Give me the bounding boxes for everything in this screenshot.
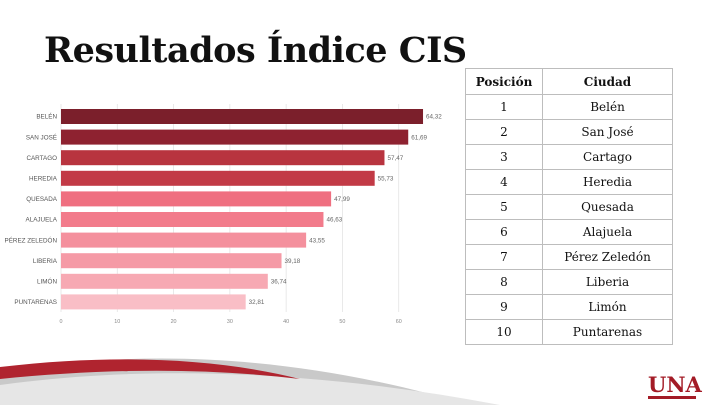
table-row: 10 Puntarenas bbox=[465, 319, 673, 345]
decorative-swoosh bbox=[0, 358, 500, 405]
table-header-row: Posición Ciudad bbox=[465, 68, 673, 95]
table-cell-position: 9 bbox=[465, 294, 543, 320]
value-label: 36,74 bbox=[271, 279, 287, 286]
bar-9 bbox=[61, 294, 246, 310]
table-cell-position: 2 bbox=[465, 119, 543, 145]
una-logo: UNA bbox=[648, 372, 702, 397]
table-cell-city: Belén bbox=[542, 94, 673, 120]
table-cell-city: San José bbox=[542, 119, 673, 145]
x-tick-label: 0 bbox=[60, 319, 63, 325]
table-cell-position: 6 bbox=[465, 219, 543, 245]
column-header-ciudad: Ciudad bbox=[542, 68, 673, 95]
table-row: 7 Pérez Zeledón bbox=[465, 244, 673, 270]
slide-title: Resultados Índice CIS bbox=[44, 30, 467, 71]
table-row: 3 Cartago bbox=[465, 144, 673, 170]
bar-6 bbox=[61, 232, 307, 248]
column-header-posicion: Posición bbox=[465, 68, 543, 95]
category-label: HEREDIA bbox=[29, 176, 58, 183]
x-tick-label: 60 bbox=[396, 319, 402, 325]
table-row: 9 Limón bbox=[465, 294, 673, 320]
table-cell-position: 3 bbox=[465, 144, 543, 170]
category-label: PÉREZ ZELEDÓN bbox=[5, 235, 58, 244]
bar-2 bbox=[61, 150, 385, 166]
x-tick-label: 20 bbox=[171, 319, 177, 325]
bar-0 bbox=[61, 109, 424, 124]
category-label: CARTAGO bbox=[26, 155, 57, 162]
table-cell-position: 5 bbox=[465, 194, 543, 220]
value-label: 61,69 bbox=[411, 134, 427, 141]
bar-8 bbox=[61, 273, 268, 289]
table-cell-city: Limón bbox=[542, 294, 673, 320]
bar-3 bbox=[61, 170, 375, 186]
table-row: 8 Liberia bbox=[465, 269, 673, 295]
category-label: BELÉN bbox=[36, 112, 57, 121]
category-label: LIMÓN bbox=[37, 277, 57, 286]
category-label: ALAJUELA bbox=[26, 217, 58, 224]
value-label: 47,99 bbox=[334, 196, 350, 203]
value-label: 39,18 bbox=[285, 258, 301, 265]
x-tick-label: 30 bbox=[227, 319, 233, 325]
table-cell-city: Pérez Zeledón bbox=[542, 244, 673, 270]
table-row: 1 Belén bbox=[465, 94, 673, 120]
table-row: 2 San José bbox=[465, 119, 673, 145]
table-cell-position: 8 bbox=[465, 269, 543, 295]
table-cell-city: Puntarenas bbox=[542, 319, 673, 345]
value-label: 64,32 bbox=[426, 114, 442, 121]
bar-7 bbox=[61, 253, 282, 269]
x-tick-label: 40 bbox=[283, 319, 289, 325]
x-tick-label: 10 bbox=[114, 319, 120, 325]
table-cell-city: Heredia bbox=[542, 169, 673, 195]
table-cell-city: Cartago bbox=[542, 144, 673, 170]
table-cell-city: Quesada bbox=[542, 194, 673, 220]
value-label: 55,73 bbox=[378, 176, 394, 183]
table-cell-city: Alajuela bbox=[542, 219, 673, 245]
category-label: QUESADA bbox=[26, 196, 58, 203]
table-cell-city: Liberia bbox=[542, 269, 673, 295]
value-label: 46,63 bbox=[326, 217, 342, 224]
table-cell-position: 10 bbox=[465, 319, 543, 345]
category-label: LIBERIA bbox=[33, 258, 58, 265]
value-label: 32,81 bbox=[249, 299, 265, 306]
table-cell-position: 1 bbox=[465, 94, 543, 120]
value-label: 43,55 bbox=[309, 237, 325, 244]
table-cell-position: 4 bbox=[465, 169, 543, 195]
category-label: SAN JOSÉ bbox=[26, 132, 57, 141]
bar-4 bbox=[61, 191, 332, 207]
table-row: 4 Heredia bbox=[465, 169, 673, 195]
category-label: PUNTARENAS bbox=[14, 299, 57, 306]
bar-5 bbox=[61, 212, 324, 227]
table-cell-position: 7 bbox=[465, 244, 543, 270]
ranking-table: Posición Ciudad 1 Belén 2 San José 3 Cartag… bbox=[465, 68, 673, 345]
table-row: 6 Alajuela bbox=[465, 219, 673, 245]
bar-1 bbox=[61, 129, 409, 145]
x-tick-label: 50 bbox=[339, 319, 345, 325]
bar-chart: 0 10 20 30 40 50 60 BELÉN 64,32 SAN JOSÉ 61,69 CART… bbox=[5, 104, 442, 325]
table-row: 5 Quesada bbox=[465, 194, 673, 220]
swoosh-red-band bbox=[0, 359, 300, 379]
logo-underline bbox=[648, 396, 696, 399]
swoosh-light-band bbox=[0, 373, 500, 405]
value-label: 57,47 bbox=[387, 155, 403, 162]
